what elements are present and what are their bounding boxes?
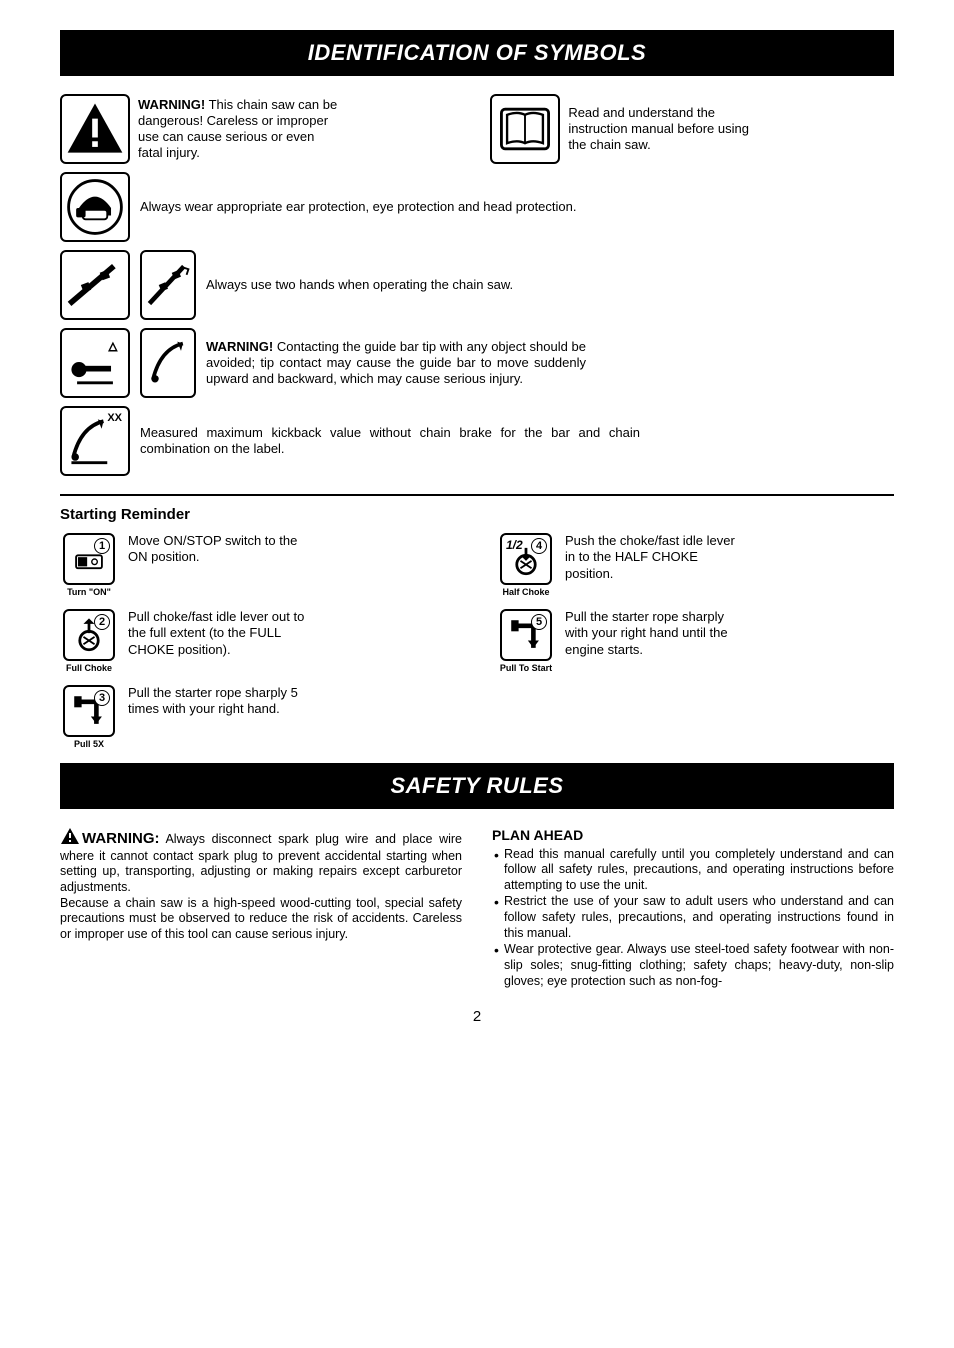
two-hands-icon-a (60, 250, 130, 320)
page-number: 2 (60, 1008, 894, 1025)
section-header-identification: IDENTIFICATION OF SYMBOLS (60, 30, 894, 76)
safety-columns: WARNING: Always disconnect spark plug wi… (60, 827, 894, 990)
starting-grid: 1 Turn "ON" Move ON/STOP switch to the O… (60, 533, 894, 749)
list-item: Restrict the use of your saw to adult us… (492, 894, 894, 941)
step-5-caption: Pull To Start (500, 663, 552, 673)
start-step-5: 5 Pull To Start Pull the starter rope sh… (497, 609, 894, 673)
start-step-1: 1 Turn "ON" Move ON/STOP switch to the O… (60, 533, 457, 597)
read-manual-text: Read and understand the instruction manu… (568, 105, 768, 154)
section-header-safety: SAFETY RULES (60, 763, 894, 809)
divider (60, 494, 894, 496)
switch-on-icon: 1 (63, 533, 115, 585)
pull-5x-icon: 3 (63, 685, 115, 737)
step-2-text: Pull choke/fast idle lever out to the fu… (128, 609, 308, 658)
safety-col-left: WARNING: Always disconnect spark plug wi… (60, 827, 462, 990)
symbol-row-5: XX Measured maximum kickback value witho… (60, 406, 894, 476)
step-5-text: Pull the starter rope sharply with your … (565, 609, 745, 658)
list-item: Read this manual carefully until you com… (492, 847, 894, 894)
warning-alert-icon (60, 827, 80, 845)
kickback-icon: XX (60, 406, 130, 476)
plan-ahead-title: PLAN AHEAD (492, 827, 894, 845)
warning-chainsaw-text: WARNING! This chain saw can be dangerous… (138, 97, 338, 162)
step-3-caption: Pull 5X (74, 739, 104, 749)
step-4-text: Push the choke/fast idle lever in to the… (565, 533, 745, 582)
step-3-text: Pull the starter rope sharply 5 times wi… (128, 685, 308, 718)
plan-ahead-list: Read this manual carefully until you com… (492, 847, 894, 990)
pull-to-start-icon: 5 (500, 609, 552, 661)
two-hands-icon-b (140, 250, 196, 320)
two-hands-text: Always use two hands when operating the … (206, 277, 894, 293)
step-2-caption: Full Choke (66, 663, 112, 673)
ear-protection-text: Always wear appropriate ear protection, … (140, 199, 894, 215)
step-4-caption: Half Choke (502, 587, 549, 597)
start-step-3: 3 Pull 5X Pull the starter rope sharply … (60, 685, 457, 749)
start-step-2: 2 Full Choke Pull choke/fast idle lever … (60, 609, 457, 673)
half-choke-icon: 1/2 4 (500, 533, 552, 585)
manual-icon (490, 94, 560, 164)
step-1-caption: Turn "ON" (67, 587, 111, 597)
list-item: Wear protective gear. Always use steel-t… (492, 942, 894, 989)
kickback-xx-label: XX (107, 412, 122, 424)
safety-col-right: PLAN AHEAD Read this manual carefully un… (492, 827, 894, 990)
full-choke-icon: 2 (63, 609, 115, 661)
tip-contact-text: WARNING! Contacting the guide bar tip wi… (206, 339, 586, 388)
warning-para2: Because a chain saw is a high-speed wood… (60, 896, 462, 943)
starting-reminder-title: Starting Reminder (60, 506, 894, 523)
warning-lead: WARNING: (82, 830, 160, 847)
symbol-row-3: Always use two hands when operating the … (60, 250, 894, 320)
warning-triangle-icon (60, 94, 130, 164)
symbol-row-1: WARNING! This chain saw can be dangerous… (60, 94, 894, 164)
symbol-row-4: WARNING! Contacting the guide bar tip wi… (60, 328, 894, 398)
head-protection-icon (60, 172, 130, 242)
tip-contact-icon-a (60, 328, 130, 398)
symbols-grid: WARNING! This chain saw can be dangerous… (60, 94, 894, 476)
start-step-4: 1/2 4 Half Choke Push the choke/fast idl… (497, 533, 894, 597)
tip-contact-icon-b (140, 328, 196, 398)
symbol-row-2: Always wear appropriate ear protection, … (60, 172, 894, 242)
step-1-text: Move ON/STOP switch to the ON position. (128, 533, 308, 566)
kickback-text: Measured maximum kickback value without … (140, 425, 640, 458)
